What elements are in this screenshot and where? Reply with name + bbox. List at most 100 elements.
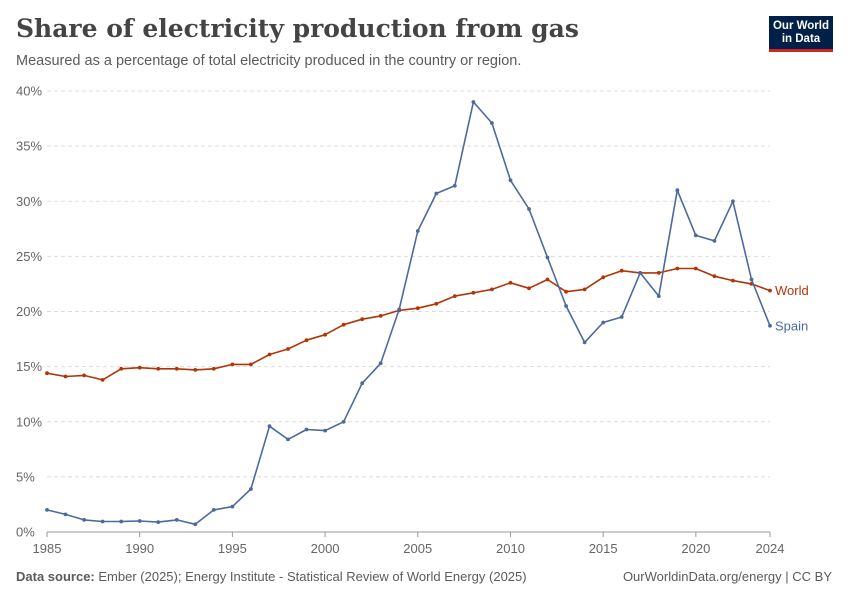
y-tick-label: 5% [16, 469, 35, 484]
data-point-spain [582, 340, 587, 345]
series-line-spain [46, 101, 771, 526]
data-point-world [286, 347, 290, 351]
data-point-world [156, 366, 161, 371]
data-point-spain [63, 512, 68, 517]
data-point-world [471, 290, 476, 295]
data-point-world [341, 322, 346, 327]
data-point-spain [211, 508, 216, 512]
data-point-world [768, 288, 772, 293]
data-point-spain [230, 504, 235, 509]
data-point-world [545, 277, 550, 282]
data-point-world [230, 362, 235, 367]
data-point-spain [193, 522, 198, 527]
data-point-spain [508, 178, 513, 183]
footer-link[interactable]: OurWorldinData.org/energy | CC BY [622, 569, 832, 584]
data-point-spain [45, 508, 49, 512]
data-point-world [508, 280, 513, 285]
x-tick-label: 2024 [756, 541, 785, 556]
data-point-world [137, 365, 142, 370]
logo-line-2: in Data [781, 33, 821, 45]
data-point-world [434, 301, 439, 306]
data-point-world [564, 289, 568, 294]
data-source: Data source: Ember (2025); Energy Instit… [16, 569, 527, 584]
data-point-spain [341, 419, 346, 424]
data-point-spain [693, 233, 698, 238]
series-label-world: World [775, 283, 809, 298]
line-chart: 0% 5% 10% 15% 20% 25% 30% 35% 40% 1985 1990 1995 200… [16, 84, 809, 557]
data-point-spain [527, 207, 531, 211]
data-point-spain [378, 361, 383, 366]
y-tick-label: 35% [16, 139, 42, 154]
data-point-spain [471, 100, 476, 104]
chart-title: Share of electricity production from gas [16, 14, 579, 43]
data-point-spain [656, 294, 661, 298]
data-point-spain [82, 518, 86, 522]
data-point-world [267, 352, 272, 357]
chart-subtitle: Measured as a percentage of total electr… [16, 53, 522, 69]
data-point-spain [267, 424, 272, 429]
data-point-spain [712, 239, 717, 243]
data-point-world [619, 268, 624, 273]
data-point-world [415, 306, 420, 311]
y-tick-label: 30% [16, 194, 42, 209]
x-tick-label: 1995 [218, 541, 247, 556]
data-point-world [45, 371, 49, 376]
data-point-spain [768, 323, 772, 328]
y-tick-label: 25% [16, 249, 42, 264]
data-point-spain [174, 518, 179, 522]
logo-line-1: Our World [772, 20, 829, 32]
x-tick-label: 2000 [311, 541, 340, 556]
data-point-spain [249, 487, 253, 491]
data-point-spain [749, 277, 754, 282]
data-point-world [193, 368, 198, 372]
data-point-world [304, 338, 309, 343]
data-point-spain [490, 121, 494, 125]
x-tick-label: 1985 [33, 541, 62, 556]
y-tick-label: 20% [16, 304, 42, 319]
series-label-spain: Spain [775, 318, 808, 333]
data-point-spain [156, 520, 161, 524]
data-point-spain [638, 271, 643, 275]
data-point-world [452, 294, 457, 298]
data-point-world [100, 378, 105, 382]
x-tick-label: 2020 [681, 541, 710, 556]
data-point-spain [731, 199, 735, 204]
data-point-world [731, 278, 735, 283]
x-tick-label: 1990 [125, 541, 154, 556]
y-tick-label: 15% [16, 359, 42, 374]
data-point-world [693, 266, 698, 271]
data-point-world [174, 366, 179, 371]
y-tick-label: 40% [16, 84, 42, 99]
data-point-world [675, 266, 680, 271]
series-line-world [46, 267, 771, 381]
data-point-spain [100, 519, 105, 524]
data-point-world [323, 332, 327, 337]
y-tick-label: 10% [16, 414, 42, 429]
data-point-spain [286, 437, 290, 442]
data-source-text[interactable]: Ember (2025); Energy Institute - Statist… [98, 569, 527, 584]
data-point-spain [545, 255, 550, 260]
data-point-spain [452, 183, 457, 188]
data-point-spain [564, 304, 568, 308]
data-point-spain [415, 229, 420, 233]
data-point-world [582, 287, 587, 292]
data-point-spain [119, 519, 124, 524]
data-point-world [378, 314, 383, 318]
data-point-spain [675, 188, 680, 193]
data-source-label: Data source: [16, 569, 95, 584]
data-point-spain [619, 315, 624, 319]
x-tick-label: 2005 [403, 541, 432, 556]
owid-logo[interactable]: Our World in Data [769, 16, 833, 52]
x-tick-label: 2015 [589, 541, 618, 556]
data-point-spain [434, 191, 439, 196]
data-point-world [63, 374, 68, 379]
data-point-world [360, 317, 365, 322]
data-point-world [527, 286, 531, 291]
data-point-world [712, 274, 717, 279]
data-point-world [211, 366, 216, 371]
data-point-spain [397, 307, 402, 312]
x-tick-label: 2010 [496, 541, 525, 556]
data-point-world [656, 271, 661, 275]
data-point-world [119, 366, 124, 371]
data-point-world [249, 362, 253, 367]
